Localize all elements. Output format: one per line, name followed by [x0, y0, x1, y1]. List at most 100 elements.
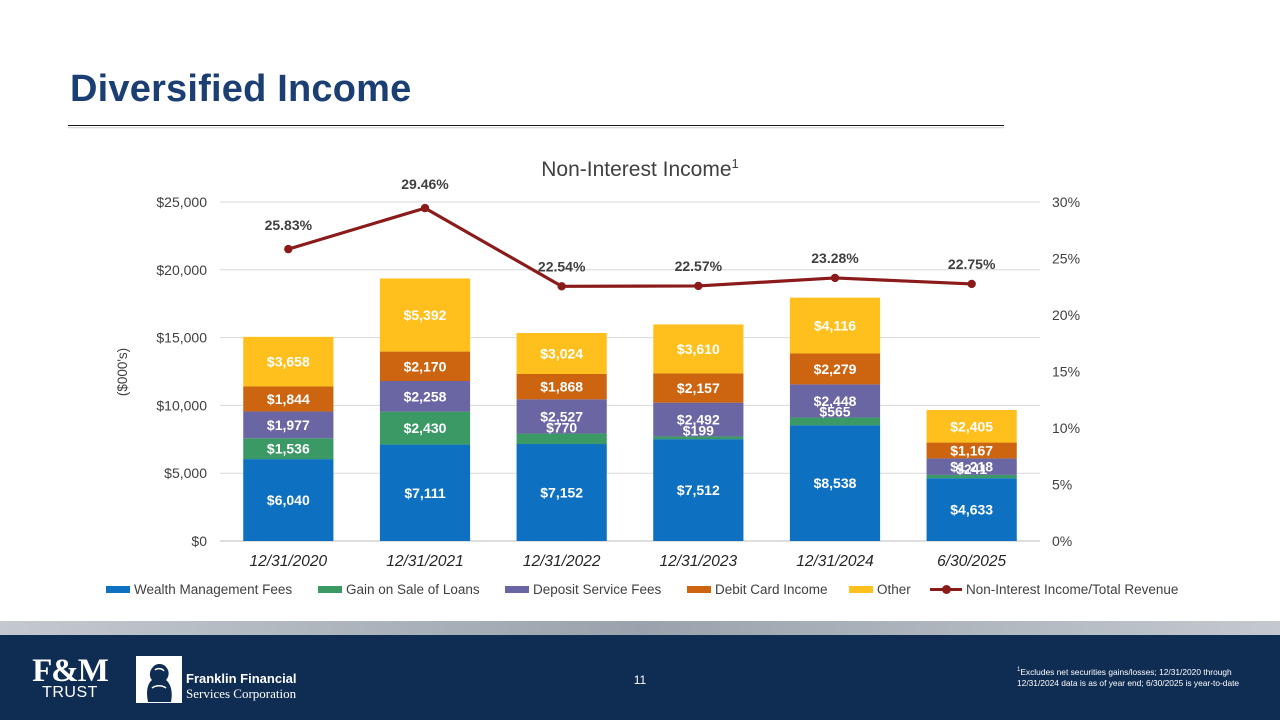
bar-value-label: $2,430: [404, 420, 447, 436]
y-tick-label: $10,000: [156, 397, 207, 413]
ratio-label: 22.75%: [948, 256, 996, 272]
bar-value-label: $2,170: [404, 358, 447, 374]
bar-segment: [926, 409, 1017, 443]
ratio-point: [967, 279, 976, 289]
bar-segment: [926, 442, 1017, 459]
legend-swatch: [505, 586, 529, 593]
legend-item: Gain on Sale of Loans: [318, 582, 480, 597]
bar-value-label: $2,279: [814, 361, 857, 377]
bar-value-label: $770: [546, 420, 577, 436]
bar-value-label: $1,218: [950, 459, 993, 475]
y2-tick-label: 25%: [1052, 251, 1080, 267]
bar-segment: [243, 336, 334, 387]
bar-labels: $6,040 $1,536 $1,977 $1,844 $3,658 $7,111 $2,4…: [267, 307, 993, 518]
bar-value-label: $3,658: [267, 354, 310, 370]
ratio-point: [830, 273, 840, 283]
page-title: Diversified Income: [70, 68, 412, 110]
bar-value-label: $2,527: [540, 408, 583, 424]
page-number: 11: [633, 673, 647, 687]
legend-swatch: [318, 586, 342, 593]
bar-value-label: $2,157: [677, 380, 720, 396]
bar-value-label: $1,167: [950, 442, 993, 458]
gridlines: [220, 201, 1040, 542]
y2-axis-ticks: 0% 5% 10% 15% 20% 25% 30%: [1052, 194, 1080, 549]
bar-value-label: $7,152: [540, 485, 583, 501]
bar-segment: [789, 297, 881, 354]
bar-value-label: $7,111: [404, 485, 445, 501]
y-axis-ticks: $0 $5,000 $10,000 $15,000 $20,000 $25,000: [156, 194, 207, 549]
legend-item: Other: [849, 582, 911, 597]
footnote-text: Excludes net securities gains/losses; 12…: [1017, 666, 1240, 688]
ratio-label: 29.46%: [401, 176, 449, 192]
legend-swatch: [106, 586, 130, 593]
x-tick-label: 12/31/2024: [796, 553, 874, 570]
ratio-line: [287, 206, 972, 288]
legend-item: Wealth Management Fees: [106, 582, 292, 597]
ratio-label: 25.83%: [265, 217, 313, 233]
chart-title: Non-Interest Income1: [541, 156, 739, 181]
bar-segment: [653, 373, 744, 403]
y-tick-label: $20,000: [156, 262, 207, 278]
y2-tick-label: 5%: [1052, 477, 1072, 493]
legend-label: Deposit Service Fees: [533, 582, 662, 597]
bar-segment: [243, 386, 334, 412]
bar-value-label: $1,868: [540, 379, 583, 395]
chart-title-text: Non-Interest Income: [541, 158, 731, 181]
fm-trust-logo: F&M TRUST: [26, 655, 114, 701]
bar-segment: [926, 478, 1017, 541]
bar-value-label: $8,538: [814, 475, 857, 491]
bar-value-label: $3,610: [677, 341, 720, 357]
y-axis-label: ($000's): [115, 348, 130, 396]
bar-value-label: $3,024: [540, 345, 583, 361]
bar-segment: [516, 444, 607, 541]
y2-tick-label: 30%: [1052, 194, 1080, 210]
bar-segment: [516, 433, 607, 445]
bar-value-label: $2,492: [677, 412, 720, 428]
franklin-financial-logo-text: Franklin Financial Services Corporation: [186, 671, 297, 701]
bar-value-label: $241: [956, 461, 987, 477]
y2-tick-label: 0%: [1052, 533, 1072, 549]
bar-segment: [243, 459, 334, 541]
footnote-marker: 1: [1017, 667, 1021, 673]
footer: F&M TRUST Franklin Financial Services Co…: [0, 635, 1280, 720]
bar-value-label: $2,448: [814, 393, 857, 409]
bar-value-label: $2,405: [950, 418, 993, 434]
bar-value-label: $7,512: [677, 482, 720, 498]
legend-label: Gain on Sale of Loans: [346, 582, 480, 597]
bar-value-label: $1,977: [267, 417, 310, 433]
ratio-point: [284, 244, 293, 254]
legend-swatch: [849, 586, 873, 593]
x-tick-label: 6/30/2025: [937, 553, 1006, 570]
services-corporation-name: Services Corporation: [186, 686, 297, 701]
title-divider-shadow: [68, 127, 1004, 129]
y2-tick-label: 10%: [1052, 420, 1080, 436]
bar-segment: [379, 278, 471, 352]
bar-value-label: $5,392: [404, 307, 447, 323]
bar-segment: [653, 324, 744, 374]
title-divider: [68, 125, 1004, 126]
bar-value-label: $2,258: [404, 388, 447, 404]
y-tick-label: $5,000: [164, 465, 207, 481]
legend-item: Deposit Service Fees: [505, 582, 661, 597]
y2-tick-label: 15%: [1052, 364, 1080, 380]
y2-tick-label: 20%: [1052, 307, 1080, 323]
bar-segment: [379, 411, 471, 445]
bar-segment: [653, 436, 744, 440]
bar-segment: [379, 444, 471, 541]
bar-segment: [926, 458, 1017, 475]
ratio-point: [557, 282, 566, 291]
y-tick-label: $15,000: [156, 330, 207, 346]
bar-segment: [516, 332, 607, 374]
bar-segment: [789, 384, 881, 418]
ratio-line-layer: 25.83% 29.46% 22.54% 22.57% 23.28% 22.75%: [265, 176, 996, 291]
bar-segment: [516, 373, 607, 400]
franklin-financial-name: Franklin Financial: [186, 671, 297, 686]
bar-value-label: $4,116: [814, 318, 856, 334]
bar-value-label: $1,536: [267, 441, 310, 457]
bar-segment: [243, 438, 334, 460]
bar-segment: [379, 351, 471, 382]
franklin-statue-icon: [136, 656, 182, 703]
x-tick-label: 12/31/2022: [523, 553, 601, 570]
footnote: 1Excludes net securities gains/losses; 1…: [1017, 665, 1257, 689]
non-interest-income-chart: Non-Interest Income1 $0 $5,000 $10,000 $15,…: [115, 156, 1080, 570]
